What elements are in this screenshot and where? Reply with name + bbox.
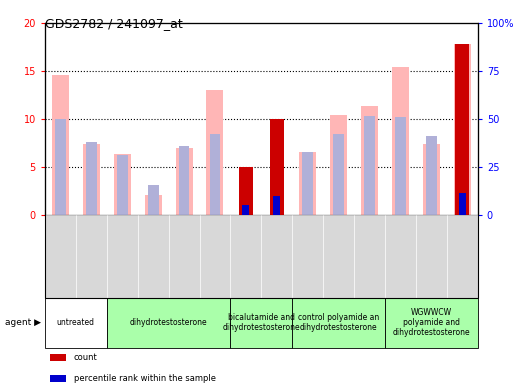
Bar <box>52 75 69 215</box>
Bar <box>361 106 378 215</box>
Bar <box>392 67 409 215</box>
Bar <box>299 152 316 215</box>
Bar <box>364 116 375 215</box>
Bar <box>206 90 223 215</box>
Text: WGWWCW
polyamide and
dihydrotestosterone: WGWWCW polyamide and dihydrotestosterone <box>393 308 470 338</box>
Bar <box>454 44 471 215</box>
Bar <box>303 152 313 215</box>
Bar <box>148 185 158 215</box>
Bar <box>145 195 162 215</box>
Bar <box>175 148 193 215</box>
Bar <box>55 119 66 215</box>
Bar <box>117 155 128 215</box>
Bar <box>270 119 284 215</box>
Bar <box>330 115 347 215</box>
Bar <box>395 117 406 215</box>
Text: agent ▶: agent ▶ <box>5 318 41 327</box>
Bar <box>178 146 190 215</box>
Bar <box>274 196 280 215</box>
Text: GDS2782 / 241097_at: GDS2782 / 241097_at <box>45 17 183 30</box>
Bar <box>242 205 249 215</box>
Bar <box>457 104 468 215</box>
Bar <box>456 44 469 215</box>
Bar <box>459 193 466 215</box>
Bar <box>426 136 437 215</box>
Bar <box>83 144 100 215</box>
Bar <box>333 134 344 215</box>
Bar <box>239 167 253 215</box>
Text: control polyamide an
dihydrotestosterone: control polyamide an dihydrotestosterone <box>298 313 379 332</box>
Text: dihydrotestosterone: dihydrotestosterone <box>130 318 208 327</box>
Bar <box>86 142 97 215</box>
Text: bicalutamide and
dihydrotestosterone: bicalutamide and dihydrotestosterone <box>222 313 300 332</box>
Text: percentile rank within the sample: percentile rank within the sample <box>74 374 216 383</box>
Bar <box>210 134 220 215</box>
Text: untreated: untreated <box>57 318 95 327</box>
Bar <box>423 144 440 215</box>
Text: count: count <box>74 353 98 362</box>
Bar <box>114 154 131 215</box>
